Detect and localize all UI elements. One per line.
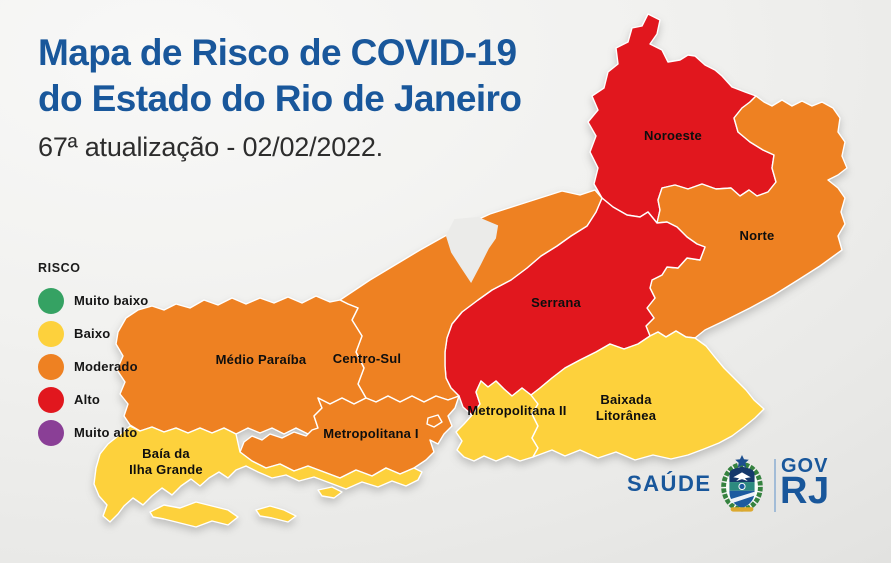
rj-wordmark: RJ <box>780 470 830 512</box>
legend-item-alto: Alto <box>38 383 148 416</box>
legend-label: Muito baixo <box>74 293 149 308</box>
legend-title: RISCO <box>38 261 81 275</box>
gov-wordmark: GOV <box>781 455 829 477</box>
map-label-noroeste: Noroeste <box>644 128 702 143</box>
saude-wordmark: SAÚDE <box>627 471 712 496</box>
legend-label: Baixo <box>74 326 111 341</box>
map-label-baia-da-ilha-grande: Baía da Ilha Grande <box>129 446 203 477</box>
legend-item-muito-baixo: Muito baixo <box>38 284 148 317</box>
map-label-centro-sul: Centro-Sul <box>333 351 401 366</box>
legend-label: Moderado <box>74 359 138 374</box>
rj-coat-of-arms-icon <box>721 454 763 512</box>
map-label-metropolitana-1: Metropolitana I <box>323 426 418 441</box>
map-label-medio-paraiba: Médio Paraíba <box>216 352 307 367</box>
legend-item-baixo: Baixo <box>38 317 148 350</box>
moderado-dot-icon <box>38 353 64 380</box>
legend-item-moderado: Moderado <box>38 350 148 383</box>
baixo-dot-icon <box>38 320 64 347</box>
map-label-baixada-litoranea: Baixada Litorânea <box>596 392 657 423</box>
region-baixada-litoranea <box>530 330 765 461</box>
small-island-2 <box>317 486 343 499</box>
page-title: Mapa de Risco de COVID-19 do Estado do R… <box>38 30 522 122</box>
logo-divider <box>774 459 776 512</box>
legend-list: Muito baixo Baixo Moderado Alto Muito alto <box>38 284 148 449</box>
header: Mapa de Risco de COVID-19 do Estado do R… <box>38 30 522 163</box>
risk-legend: RISCO Muito baixo Baixo Moderado Alto Muito … <box>38 261 148 449</box>
legend-item-muito-alto: Muito alto <box>38 416 148 449</box>
muito-baixo-dot-icon <box>38 287 64 314</box>
title-line-2: do Estado do Rio de Janeiro <box>38 78 522 119</box>
map-label-serrana: Serrana <box>531 295 581 310</box>
title-line-1: Mapa de Risco de COVID-19 <box>38 32 517 73</box>
state-border-notch <box>445 216 499 283</box>
small-island-1 <box>255 505 297 523</box>
alto-dot-icon <box>38 386 64 413</box>
map-regions <box>93 13 848 528</box>
map-region-labels: Noroeste Norte Serrana Médio Paraíba Centro-… <box>129 128 774 477</box>
map-label-norte: Norte <box>740 228 775 243</box>
legend-label: Muito alto <box>74 425 138 440</box>
muito-alto-dot-icon <box>38 419 64 446</box>
map-label-metropolitana-2: Metropolitana II <box>467 403 566 418</box>
legend-label: Alto <box>74 392 101 407</box>
star-icon <box>735 454 749 468</box>
ilha-grande-island <box>149 501 239 528</box>
region-baia-da-ilha-grande <box>93 425 423 523</box>
update-subtitle: 67ª atualização - 02/02/2022. <box>38 132 383 162</box>
bay-island <box>426 414 443 428</box>
